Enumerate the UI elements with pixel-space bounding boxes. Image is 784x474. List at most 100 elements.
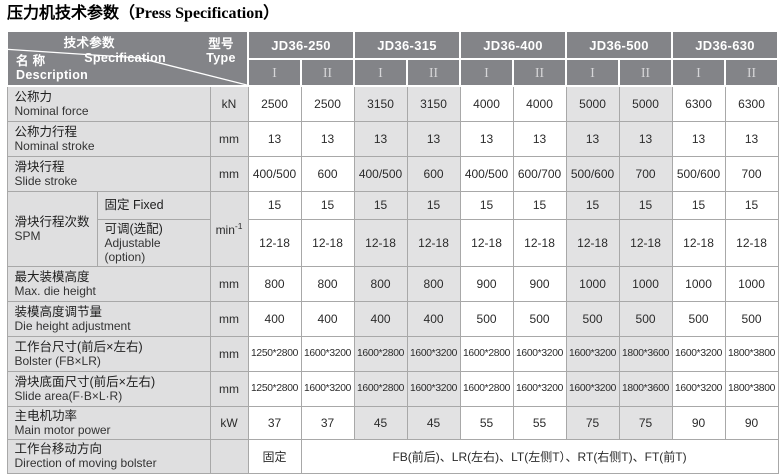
spec-table: 技术参数 Specification 型号 Type 名 称 Descripti… xyxy=(5,30,780,474)
value-cell: 800 xyxy=(353,265,408,302)
value-cell: 12-18 xyxy=(247,218,302,267)
page-title-cn: 压力机技术参数 xyxy=(7,5,120,22)
corner-spec-label-cn: 技术参数 xyxy=(63,36,115,50)
value-cell: 1250*2800 xyxy=(247,370,302,407)
value-cell: 500 xyxy=(618,300,673,337)
subcol-header: II xyxy=(512,58,568,87)
value-cell: 13 xyxy=(618,120,673,157)
value-cell: 400 xyxy=(353,300,408,337)
subcol-header: II xyxy=(618,58,674,87)
value-cell: 500 xyxy=(724,300,779,337)
value-cell: 400 xyxy=(406,300,461,337)
value-cell: 1000 xyxy=(671,265,726,302)
value-cell: 1600*3200 xyxy=(671,370,726,407)
value-cell: 15 xyxy=(247,190,302,220)
value-cell: 1600*3200 xyxy=(565,335,620,372)
value-cell: 1600*3200 xyxy=(406,370,461,407)
value-cell: 500 xyxy=(671,300,726,337)
value-cell: 1600*3200 xyxy=(300,370,355,407)
value-cell: 1600*3200 xyxy=(671,335,726,372)
value-cell: 12-18 xyxy=(459,218,514,267)
value-cell: 1000 xyxy=(565,265,620,302)
row-label: 滑块行程 Slide stroke xyxy=(6,155,211,192)
value-cell: 45 xyxy=(353,405,408,440)
value-cell: 13 xyxy=(671,120,726,157)
row-label: 公称力行程 Nominal stroke xyxy=(6,120,211,157)
value-cell: 1600*3200 xyxy=(512,370,567,407)
spec-table-body: 公称力 Nominal force kN 2500 2500 3150 3150 4000 40… xyxy=(6,85,779,474)
value-cell: 12-18 xyxy=(406,218,461,267)
value-cell: 12-18 xyxy=(618,218,673,267)
value-cell: 1000 xyxy=(724,265,779,302)
value-cell: 90 xyxy=(724,405,779,440)
value-cell: 800 xyxy=(300,265,355,302)
row-label: 装模高度调节量 Die height adjustment xyxy=(6,300,211,337)
value-cell: 12-18 xyxy=(671,218,726,267)
value-cell: 500/600 xyxy=(671,155,726,192)
model-header-jd36-630: JD36-630 xyxy=(671,30,780,60)
model-header-jd36-500: JD36-500 xyxy=(565,30,674,60)
subcol-header: II xyxy=(724,58,780,87)
value-cell: 400/500 xyxy=(353,155,408,192)
value-cell: 1800*3600 xyxy=(618,370,673,407)
value-cell: 400 xyxy=(300,300,355,337)
value-cell: 12-18 xyxy=(565,218,620,267)
value-cell: 6300 xyxy=(724,85,779,122)
value-cell: 15 xyxy=(565,190,620,220)
value-cell: 400/500 xyxy=(247,155,302,192)
value-cell: 1600*3200 xyxy=(512,335,567,372)
value-cell: 15 xyxy=(353,190,408,220)
row-label: 最大装模高度 Max. die height xyxy=(6,265,211,302)
value-cell: 1600*2800 xyxy=(459,335,514,372)
model-header-jd36-250: JD36-250 xyxy=(247,30,356,60)
sub-row-label: 固定 Fixed xyxy=(96,190,211,220)
value-cell: 700 xyxy=(618,155,673,192)
table-row: 装模高度调节量 Die height adjustment mm 400 400 400 4… xyxy=(6,300,779,337)
value-cell: 1800*3800 xyxy=(724,370,779,407)
value-cell: 13 xyxy=(724,120,779,157)
table-header: 技术参数 Specification 型号 Type 名 称 Descripti… xyxy=(5,30,780,87)
row-label: 滑块行程次数 SPM xyxy=(6,190,98,267)
diagonal-divider xyxy=(8,32,247,85)
unit-cell: mm xyxy=(209,370,249,407)
value-cell: 1600*2800 xyxy=(459,370,514,407)
value-cell: 45 xyxy=(406,405,461,440)
value-cell: 15 xyxy=(671,190,726,220)
value-cell: 13 xyxy=(353,120,408,157)
subcol-header: I xyxy=(671,58,727,87)
value-cell: 15 xyxy=(406,190,461,220)
subcol-header: I xyxy=(565,58,621,87)
value-cell: 400 xyxy=(247,300,302,337)
page-title-en: （Press Specification） xyxy=(119,5,280,22)
corner-name-label-en: Description xyxy=(16,68,89,82)
value-cell: 15 xyxy=(618,190,673,220)
value-cell: 13 xyxy=(459,120,514,157)
value-cell: 500 xyxy=(459,300,514,337)
row-label: 滑块底面尺寸(前后×左右) Slide area(F·B×L·R) xyxy=(6,370,211,407)
subcol-header: I xyxy=(459,58,515,87)
value-cell: 13 xyxy=(300,120,355,157)
table-row: 可调(选配) Adjustable (option) 12-18 12-18 12-18… xyxy=(7,218,779,267)
value-cell: 15 xyxy=(459,190,514,220)
value-cell: 1800*3600 xyxy=(618,335,673,372)
value-cell: 3150 xyxy=(406,85,461,122)
unit-cell: mm xyxy=(209,300,249,337)
value-cell: 12-18 xyxy=(724,218,779,267)
value-cell: 1600*2800 xyxy=(353,370,408,407)
corner-name-label: 名 称 Description xyxy=(16,54,88,82)
table-row: 最大装模高度 Max. die height mm 800 800 800 800 900 90… xyxy=(6,265,779,302)
unit-cell: min-1 xyxy=(209,190,249,267)
value-cell: 600 xyxy=(300,155,355,192)
unit-cell: mm xyxy=(209,155,249,192)
value-cell: 75 xyxy=(565,405,620,440)
model-header-jd36-400: JD36-400 xyxy=(459,30,568,60)
value-cell: 900 xyxy=(459,265,514,302)
corner-type-label-en: Type xyxy=(206,51,236,65)
sub-row-label: 可调(选配) Adjustable (option) xyxy=(96,218,211,267)
unit-cell: mm xyxy=(209,120,249,157)
value-cell: 13 xyxy=(565,120,620,157)
value-cell: 55 xyxy=(512,405,567,440)
value-cell: 6300 xyxy=(671,85,726,122)
value-cell: 1600*3200 xyxy=(300,335,355,372)
value-cell: 600 xyxy=(406,155,461,192)
